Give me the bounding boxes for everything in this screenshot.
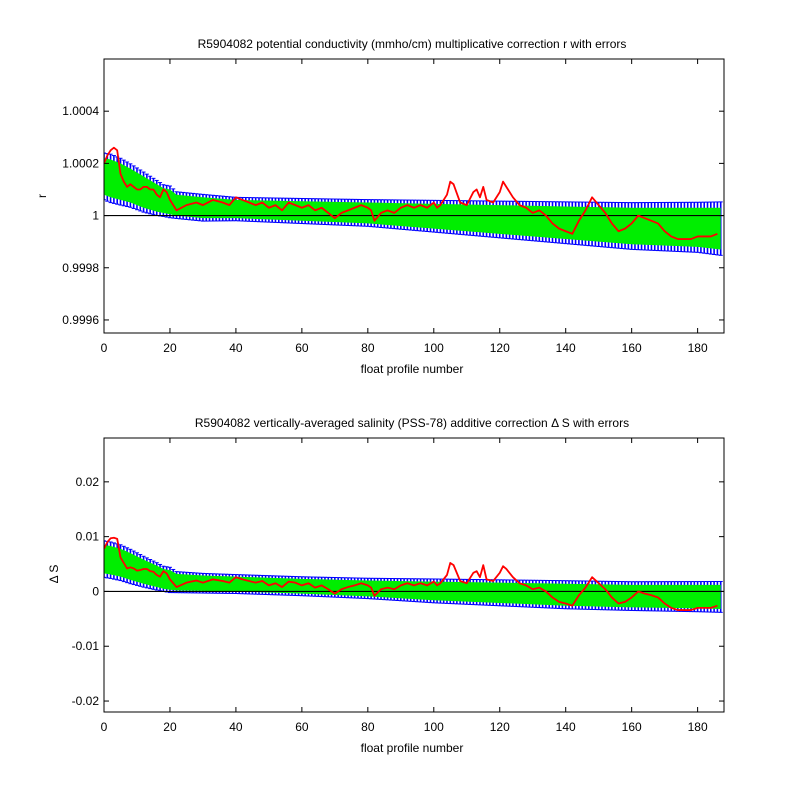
x-tick-label: 140: [556, 720, 576, 734]
x-tick-label: 40: [229, 720, 243, 734]
x-tick-label: 0: [101, 720, 108, 734]
x-axis-label: float profile number: [361, 741, 464, 755]
x-tick-label: 80: [361, 341, 375, 355]
x-tick-label: 0: [101, 341, 108, 355]
x-tick-label: 60: [295, 341, 309, 355]
plot-marks: [104, 146, 724, 256]
x-tick-label: 60: [295, 720, 309, 734]
axes-frame: [103, 437, 725, 713]
x-tick-label: 20: [163, 341, 177, 355]
correction-band: [104, 158, 721, 250]
x-tick-label: 100: [424, 341, 444, 355]
x-tick-label: 160: [622, 341, 642, 355]
x-axis-label: float profile number: [361, 362, 464, 376]
y-tick-label: 0.9996: [62, 313, 99, 327]
x-tick-label: 20: [163, 720, 177, 734]
y-tick-label: 1: [92, 209, 99, 223]
y-tick-label: 0: [92, 584, 99, 598]
y-tick-label: 1.0004: [62, 104, 99, 118]
x-tick-label: 180: [688, 720, 708, 734]
plot-area: 0 20 40 60 80 100 120 140 160 180 -0.02 -0.01 0 0.01 0…: [72, 437, 725, 734]
x-tick-label: 180: [688, 341, 708, 355]
y-tick-label: -0.02: [72, 694, 100, 708]
y-tick-label: 1.0002: [62, 156, 99, 170]
series-line: [104, 536, 718, 611]
chart-salinity-correction: R5904082 vertically-averaged salinity (P…: [47, 416, 725, 755]
x-tick-label: 160: [622, 720, 642, 734]
y-tick-label: -0.01: [72, 639, 100, 653]
plot-area: 0 20 40 60 80 100 120 140 160 180 0.9996 0.9998 1 1.0…: [62, 58, 725, 355]
x-tick-label: 120: [490, 341, 510, 355]
axes-frame: [103, 58, 725, 334]
chart-conductivity-correction: R5904082 potential conductivity (mmho/cm…: [35, 37, 725, 376]
chart-title: R5904082 vertically-averaged salinity (P…: [195, 416, 629, 430]
plot-marks: [104, 536, 724, 613]
y-tick-label: 0.01: [76, 530, 100, 544]
x-tick-label: 80: [361, 720, 375, 734]
y-axis-label: Δ S: [47, 565, 61, 584]
x-tick-label: 140: [556, 341, 576, 355]
x-tick-label: 100: [424, 720, 444, 734]
x-tick-label: 40: [229, 341, 243, 355]
y-tick-label: 0.9998: [62, 261, 99, 275]
correction-band: [104, 544, 721, 609]
y-axis-label: r: [35, 194, 49, 198]
series-line: [104, 146, 718, 240]
x-tick-label: 120: [490, 720, 510, 734]
chart-title: R5904082 potential conductivity (mmho/cm…: [198, 37, 627, 51]
y-tick-label: 0.02: [76, 475, 100, 489]
